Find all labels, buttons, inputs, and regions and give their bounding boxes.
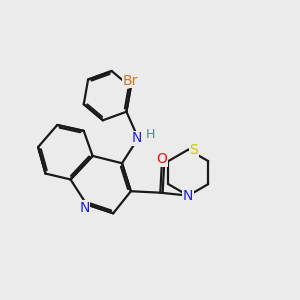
Text: N: N (183, 189, 194, 202)
Text: H: H (145, 128, 155, 141)
Text: N: N (79, 201, 89, 215)
Text: N: N (132, 131, 142, 145)
Text: O: O (156, 152, 167, 167)
Text: S: S (189, 142, 198, 157)
Text: Br: Br (123, 74, 139, 88)
